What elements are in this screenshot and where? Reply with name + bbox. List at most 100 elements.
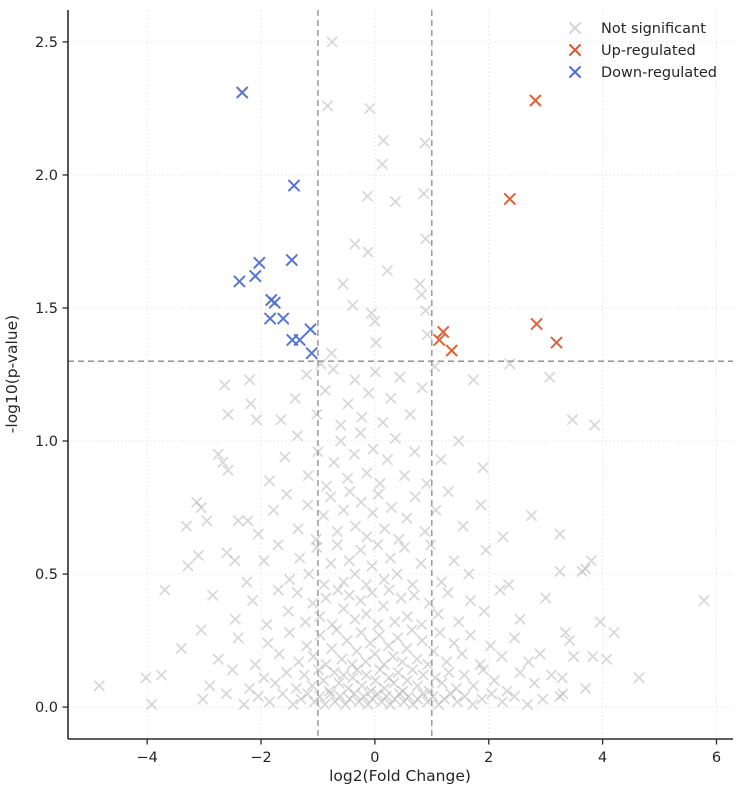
point-not-significant bbox=[192, 549, 204, 561]
point-not-significant bbox=[195, 624, 207, 636]
point-not-significant bbox=[298, 669, 310, 681]
point-not-significant bbox=[331, 526, 343, 537]
point-down-regulated bbox=[288, 179, 300, 192]
point-not-significant bbox=[526, 510, 537, 521]
point-not-significant bbox=[326, 643, 338, 654]
point-not-significant bbox=[326, 347, 338, 359]
point-not-significant bbox=[401, 675, 413, 686]
point-not-significant bbox=[457, 520, 469, 532]
point-not-significant bbox=[486, 688, 498, 700]
point-down-regulated bbox=[236, 86, 249, 99]
point-not-significant bbox=[292, 523, 304, 535]
point-not-significant bbox=[232, 632, 244, 644]
point-not-significant bbox=[389, 616, 401, 628]
point-not-significant bbox=[180, 520, 192, 532]
point-up-regulated bbox=[437, 325, 450, 338]
point-not-significant bbox=[312, 446, 324, 458]
point-down-regulated bbox=[285, 254, 298, 267]
point-not-significant bbox=[369, 315, 381, 327]
point-not-significant bbox=[432, 608, 444, 620]
point-down-regulated bbox=[305, 347, 318, 360]
point-not-significant bbox=[408, 589, 420, 601]
point-down-regulated bbox=[304, 323, 317, 336]
point-not-significant bbox=[430, 504, 442, 516]
point-not-significant bbox=[393, 688, 405, 700]
point-not-significant bbox=[348, 448, 360, 460]
point-not-significant bbox=[379, 523, 391, 535]
point-not-significant bbox=[219, 379, 231, 391]
point-not-significant bbox=[453, 616, 465, 628]
point-not-significant bbox=[391, 568, 403, 580]
point-not-significant bbox=[373, 629, 385, 641]
point-not-significant bbox=[351, 664, 363, 676]
point-not-significant bbox=[295, 693, 307, 705]
point-not-significant bbox=[325, 688, 336, 700]
y-axis-label: -log10(p-value) bbox=[3, 315, 21, 433]
point-not-significant bbox=[289, 392, 301, 404]
point-not-significant bbox=[378, 573, 390, 585]
point-not-significant bbox=[497, 531, 509, 543]
point-not-significant bbox=[568, 651, 580, 662]
point-up-regulated bbox=[433, 333, 446, 346]
point-not-significant bbox=[465, 629, 476, 641]
point-not-significant bbox=[343, 555, 355, 567]
point-not-significant bbox=[201, 515, 213, 527]
point-not-significant bbox=[146, 698, 158, 710]
point-up-regulated bbox=[445, 344, 458, 357]
point-not-significant bbox=[229, 613, 241, 625]
point-not-significant bbox=[501, 685, 513, 697]
point-not-significant bbox=[175, 643, 187, 654]
point-not-significant bbox=[380, 690, 392, 702]
point-not-significant bbox=[467, 374, 479, 386]
point-not-significant bbox=[594, 616, 606, 628]
point-not-significant bbox=[425, 539, 437, 551]
point-not-significant bbox=[522, 698, 533, 710]
point-not-significant bbox=[411, 653, 423, 665]
legend: Not significant Up-regulated Down-regula… bbox=[569, 21, 717, 81]
point-not-significant bbox=[229, 555, 241, 567]
point-not-significant bbox=[381, 454, 393, 466]
point-not-significant bbox=[366, 587, 378, 599]
point-not-significant bbox=[374, 664, 386, 676]
point-not-significant bbox=[258, 672, 270, 684]
point-not-significant bbox=[363, 387, 375, 399]
point-not-significant bbox=[338, 669, 350, 681]
point-up-regulated bbox=[530, 317, 543, 330]
point-not-significant bbox=[258, 555, 270, 567]
point-not-significant bbox=[301, 369, 313, 380]
point-not-significant bbox=[291, 587, 303, 599]
point-not-significant bbox=[537, 693, 549, 705]
point-not-significant bbox=[474, 659, 486, 670]
y-tick-label: 1.0 bbox=[35, 434, 58, 450]
point-not-significant bbox=[476, 693, 488, 705]
point-not-significant bbox=[311, 541, 323, 553]
point-not-significant bbox=[318, 675, 330, 686]
point-not-significant bbox=[416, 635, 428, 647]
point-not-significant bbox=[381, 265, 393, 277]
point-not-significant bbox=[415, 557, 427, 569]
point-down-regulated bbox=[233, 275, 246, 288]
point-not-significant bbox=[393, 534, 405, 545]
point-not-significant bbox=[322, 100, 334, 112]
point-not-significant bbox=[369, 675, 381, 686]
point-not-significant bbox=[377, 134, 389, 146]
x-tick-label: 2 bbox=[484, 750, 493, 766]
point-not-significant bbox=[508, 632, 520, 644]
point-not-significant bbox=[249, 659, 261, 670]
legend-not-significant-label: Not significant bbox=[601, 21, 706, 37]
point-not-significant bbox=[477, 462, 489, 474]
point-not-significant bbox=[311, 408, 323, 420]
point-not-significant bbox=[389, 432, 401, 444]
point-not-significant bbox=[351, 645, 363, 657]
point-not-significant bbox=[220, 688, 232, 700]
point-not-significant bbox=[504, 358, 516, 370]
point-not-significant bbox=[269, 677, 281, 689]
x-tick-label: 0 bbox=[370, 750, 379, 766]
point-not-significant bbox=[307, 597, 319, 609]
point-not-significant bbox=[349, 568, 361, 580]
point-not-significant bbox=[307, 651, 319, 662]
point-not-significant bbox=[343, 589, 355, 601]
point-not-significant bbox=[399, 470, 410, 482]
point-down-regulated bbox=[264, 312, 277, 325]
point-not-significant bbox=[331, 539, 343, 551]
